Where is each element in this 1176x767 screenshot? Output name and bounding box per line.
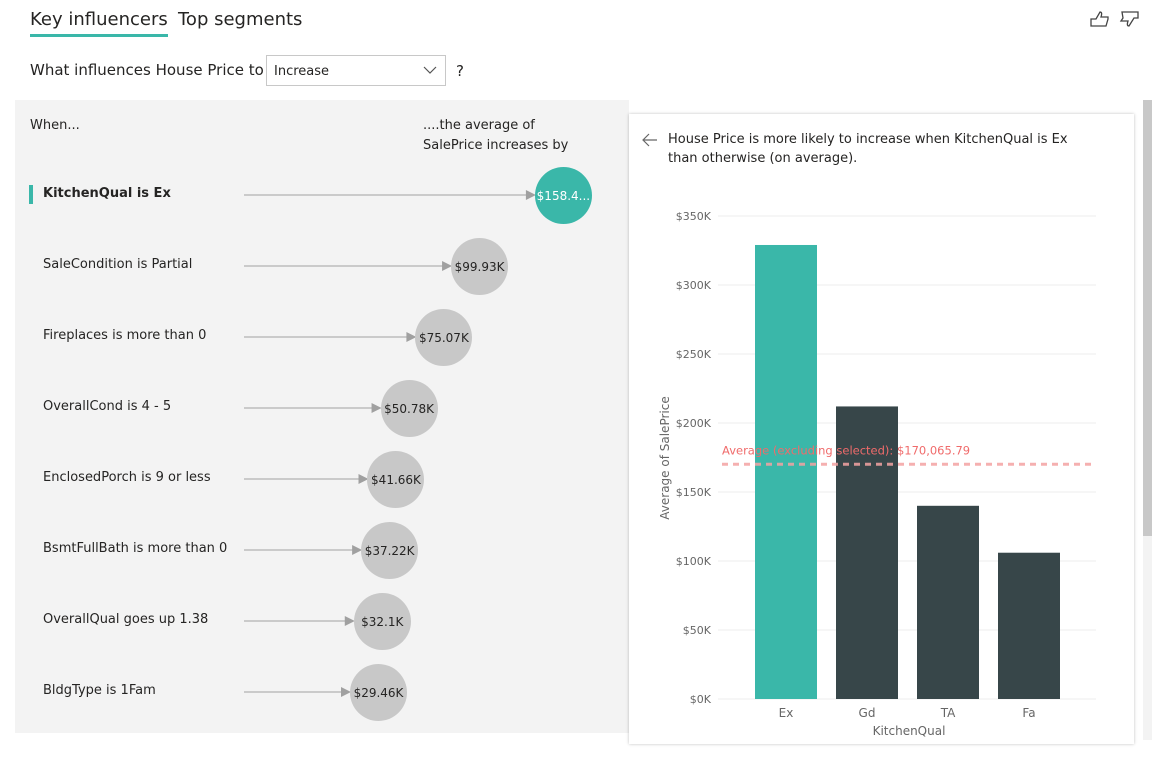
y-tick-label: $50K [683,624,712,637]
question-label: What influences House Price to [30,61,264,79]
influencer-label[interactable]: BldgType is 1Fam [43,683,156,698]
y-axis-title: Average of SalePrice [658,396,672,519]
influencer-bubble[interactable]: $37.22K [361,522,419,579]
y-tick-label: $100K [676,555,712,568]
influencer-label[interactable]: EnclosedPorch is 9 or less [43,470,211,485]
help-question-mark[interactable]: ? [456,62,464,80]
tab-key-influencers[interactable]: Key influencers [30,9,168,37]
x-tick-label: TA [940,706,956,720]
influencer-bubble[interactable]: $29.46K [350,664,407,721]
x-tick-label: Ex [779,706,794,720]
influencer-arrow [244,545,363,555]
influencer-bubble[interactable]: $75.07K [415,309,473,366]
x-tick-label: Fa [1022,706,1035,720]
when-header: When... [30,118,80,133]
thumbs-down-icon[interactable] [1118,8,1140,30]
bar-TA [917,505,979,699]
reference-line-label: Average (excluding selected): $170,065.7… [722,443,970,457]
y-tick-label: $250K [676,348,712,361]
back-arrow-icon[interactable] [642,133,658,147]
influencer-bubble[interactable]: $32.1K [353,593,411,650]
influencer-bubble[interactable]: $50.78K [380,380,438,437]
influencer-arrow [244,403,382,413]
influencer-bubble[interactable]: $99.93K [451,238,509,295]
x-axis-title: KitchenQual [873,724,946,738]
influencer-arrow [244,190,536,200]
selected-indicator [29,185,33,204]
bar-Fa [998,552,1060,699]
value-header: ....the average of SalePrice increases b… [423,118,569,153]
influencer-arrow [244,261,453,271]
influencers-panel [15,100,629,733]
y-tick-label: $0K [690,693,712,706]
bar-Ex [755,244,817,700]
y-tick-label: $300K [676,279,712,292]
direction-dropdown[interactable]: Increase [266,55,446,86]
influencer-label[interactable]: SaleCondition is Partial [43,257,193,272]
influencer-arrow [244,332,417,342]
tab-top-segments[interactable]: Top segments [178,9,303,30]
influencer-label[interactable]: BsmtFullBath is more than 0 [43,541,228,556]
influencer-arrow [244,616,355,626]
detail-description: House Price is more likely to increase w… [668,132,1068,166]
y-tick-label: $200K [676,417,712,430]
influencer-bubble[interactable]: $158.4... [534,167,592,224]
chevron-down-icon [423,66,437,74]
influencer-bubble[interactable]: $41.66K [367,451,425,508]
influencer-label[interactable]: OverallQual goes up 1.38 [43,612,209,627]
influencer-label[interactable]: Fireplaces is more than 0 [43,328,207,343]
scrollbar-thumb[interactable] [1143,100,1152,536]
influencer-label[interactable]: KitchenQual is Ex [43,186,171,201]
bar-Gd [836,406,898,699]
influencer-arrow [244,687,351,697]
influencer-arrow [244,474,369,484]
influencer-label[interactable]: OverallCond is 4 - 5 [43,399,172,414]
dropdown-value: Increase [274,64,330,79]
x-tick-label: Gd [859,706,876,720]
y-tick-label: $350K [676,210,712,223]
thumbs-up-icon[interactable] [1089,8,1111,30]
y-tick-label: $150K [676,486,712,499]
